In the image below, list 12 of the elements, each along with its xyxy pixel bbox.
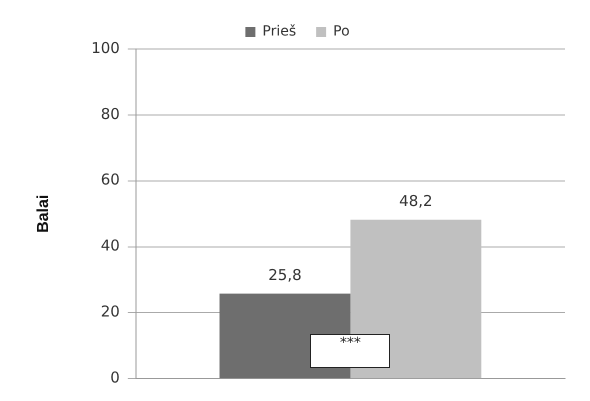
y-tick-label: 60 <box>100 170 120 189</box>
data-label: 25,8 <box>268 266 302 284</box>
y-axis-title: Balai <box>35 194 52 233</box>
y-tick-label: 40 <box>100 236 120 255</box>
legend-label: Prieš <box>262 24 296 40</box>
y-tick-label: 100 <box>91 38 120 57</box>
legend-label: Po <box>333 24 350 40</box>
y-tick-label: 20 <box>100 302 120 321</box>
data-label: 48,2 <box>399 192 433 210</box>
note-box: *** <box>310 334 390 368</box>
y-tick-label: 0 <box>110 368 120 386</box>
y-tick-label: 80 <box>100 104 120 123</box>
